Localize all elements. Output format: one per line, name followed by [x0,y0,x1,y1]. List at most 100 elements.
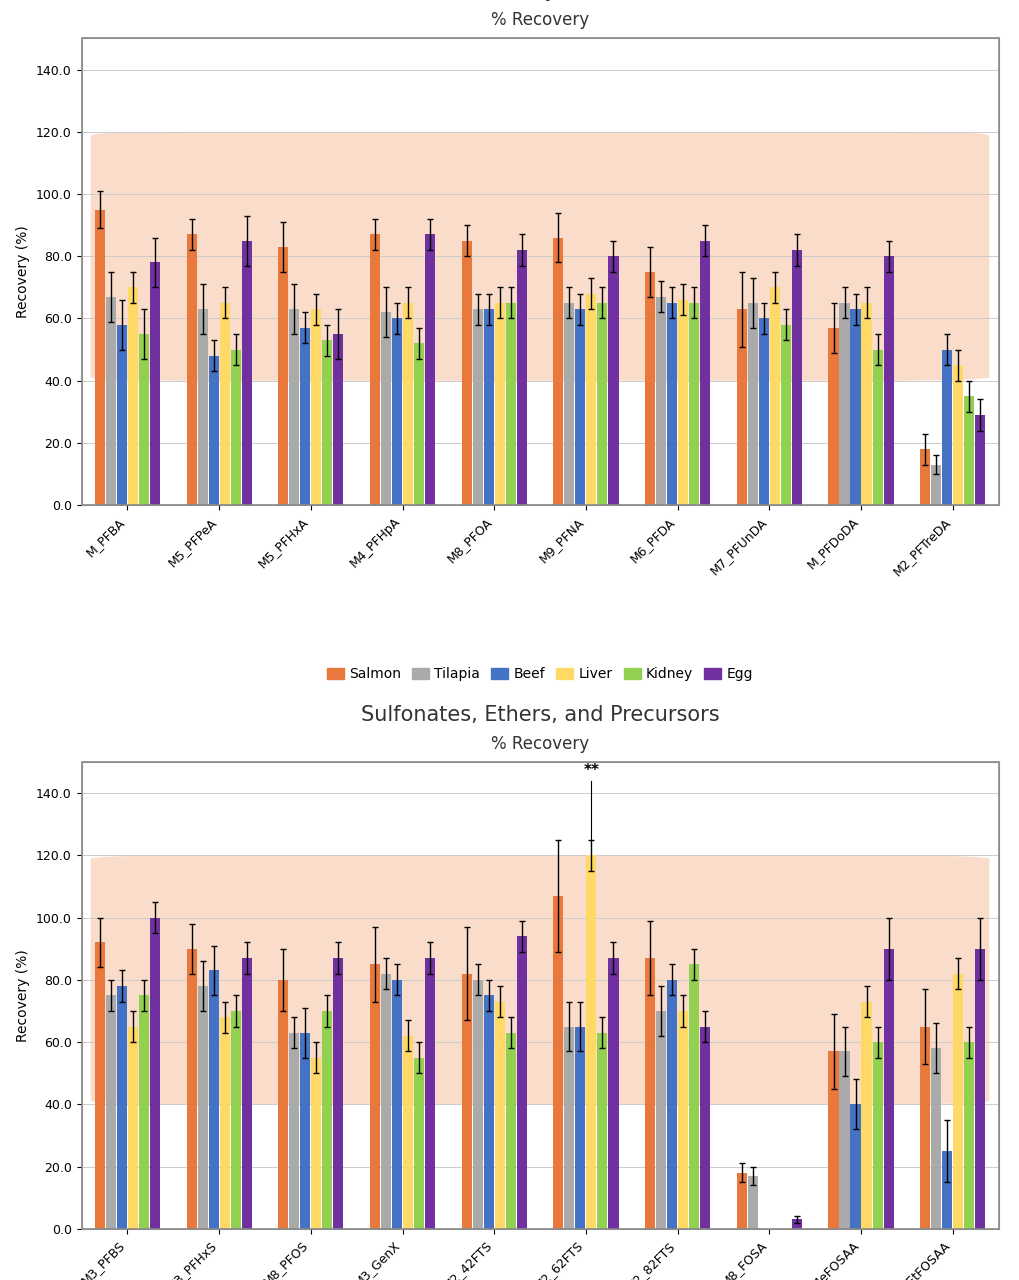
Text: **: ** [584,763,599,777]
Bar [311,1057,321,1229]
Bar [381,974,391,1229]
Bar [975,415,985,506]
Bar [700,1027,710,1229]
Bar [198,986,208,1229]
Bar [414,1057,424,1229]
Bar [872,349,882,506]
Bar [792,250,802,506]
Bar [748,1176,758,1229]
Bar [792,1220,802,1229]
Bar [883,256,894,506]
Bar [645,271,655,506]
Bar [484,996,494,1229]
Bar [209,970,219,1229]
Bar [209,356,219,506]
Bar [840,1051,850,1229]
Bar [953,974,963,1229]
Bar [230,1011,240,1229]
Bar [861,1002,871,1229]
Bar [931,1048,942,1229]
Bar [828,328,839,506]
Bar [565,1027,575,1229]
Bar [586,293,596,506]
Bar [425,234,435,506]
Bar [553,896,564,1229]
Bar [219,303,229,506]
Bar [289,1033,300,1229]
Bar [473,979,483,1229]
Bar [392,979,403,1229]
Legend: Salmon, Tilapia, Beef, Liver, Kidney, Egg: Salmon, Tilapia, Beef, Liver, Kidney, Eg… [321,662,759,686]
Bar [505,303,516,506]
Bar [278,979,288,1229]
Bar [150,262,160,506]
Bar [333,334,343,506]
Bar [553,238,564,506]
Bar [861,303,871,506]
Bar [462,974,472,1229]
Bar [95,942,105,1229]
Bar [737,1172,747,1229]
Bar [425,957,435,1229]
Bar [964,397,974,506]
Bar [576,310,586,506]
Bar [106,996,116,1229]
Bar [964,1042,974,1229]
Bar [289,310,300,506]
Bar [840,303,850,506]
Bar [769,288,780,506]
Bar [117,325,127,506]
Bar [242,241,252,506]
Bar [381,312,391,506]
Bar [920,1027,930,1229]
Bar [678,1011,688,1229]
Bar [117,986,127,1229]
Y-axis label: Recovery (%): Recovery (%) [16,225,31,319]
Bar [586,855,596,1229]
Bar [667,979,678,1229]
Bar [828,1051,839,1229]
Bar [219,1018,229,1229]
Bar [759,319,769,506]
Bar [700,241,710,506]
Bar [597,303,607,506]
Bar [565,303,575,506]
Bar [517,936,527,1229]
Bar [301,328,311,506]
Bar [322,340,332,506]
Bar [494,1002,504,1229]
Bar [781,325,791,506]
Bar [689,303,699,506]
Bar [198,310,208,506]
Bar [883,948,894,1229]
Bar [230,349,240,506]
Bar [608,957,619,1229]
Bar [392,319,403,506]
Bar [597,1033,607,1229]
Bar [186,234,197,506]
Bar [494,303,504,506]
Bar [311,310,321,506]
Bar [943,349,953,506]
Bar [737,310,747,506]
Bar [106,297,116,506]
Bar [139,996,149,1229]
Bar [301,1033,311,1229]
Bar [872,1042,882,1229]
Bar [473,310,483,506]
Bar [242,957,252,1229]
Bar [505,1033,516,1229]
Bar [333,957,343,1229]
Text: % Recovery: % Recovery [491,12,589,29]
Y-axis label: Recovery (%): Recovery (%) [16,948,31,1042]
FancyBboxPatch shape [91,132,989,380]
Bar [95,210,105,506]
Bar [656,1011,666,1229]
Bar [186,948,197,1229]
Bar [851,310,861,506]
Text: Sulfonates, Ethers, and Precursors: Sulfonates, Ethers, and Precursors [361,704,719,724]
Bar [931,465,942,506]
Bar [678,300,688,506]
Bar [656,297,666,506]
FancyBboxPatch shape [91,855,989,1105]
